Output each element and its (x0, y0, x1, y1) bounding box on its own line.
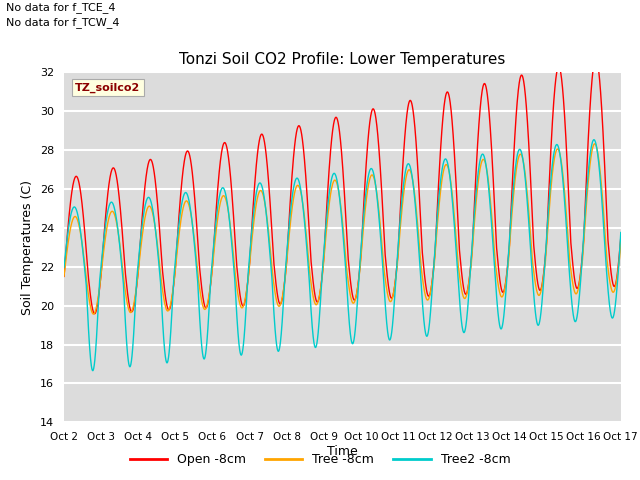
Tree2 -8cm (157, 284, 164, 289)
X-axis label: Time: Time (327, 445, 358, 458)
Text: TZ_soilco2: TZ_soilco2 (75, 83, 140, 93)
Tree2 -8cm (298, 194, 306, 200)
Tree -8cm (546, 195, 554, 201)
Tree -8cm (157, 273, 164, 279)
Tree2 -8cm (606, 308, 614, 313)
Text: No data for f_TCE_4: No data for f_TCE_4 (6, 2, 116, 13)
Tree -8cm (617, 237, 625, 243)
Text: No data for f_TCW_4: No data for f_TCW_4 (6, 17, 120, 28)
Tree2 -8cm (89, 368, 97, 373)
Open -8cm (157, 243, 164, 249)
Tree -8cm (606, 281, 614, 287)
Tree -8cm (591, 141, 598, 147)
Tree2 -8cm (617, 229, 625, 235)
Open -8cm (606, 262, 614, 268)
Tree -8cm (90, 311, 97, 317)
Tree -8cm (274, 301, 282, 307)
Tree2 -8cm (590, 137, 598, 143)
Tree -8cm (124, 302, 132, 308)
Open -8cm (298, 132, 306, 138)
Legend: Open -8cm, Tree -8cm, Tree2 -8cm: Open -8cm, Tree -8cm, Tree2 -8cm (125, 448, 515, 471)
Open -8cm (546, 163, 554, 169)
Title: Tonzi Soil CO2 Profile: Lower Temperatures: Tonzi Soil CO2 Profile: Lower Temperatur… (179, 52, 506, 67)
Tree2 -8cm (60, 264, 68, 270)
Line: Tree2 -8cm: Tree2 -8cm (64, 140, 621, 371)
Line: Open -8cm: Open -8cm (64, 58, 621, 314)
Tree -8cm (298, 194, 306, 200)
Y-axis label: Soil Temperatures (C): Soil Temperatures (C) (22, 180, 35, 315)
Tree2 -8cm (124, 352, 132, 358)
Tree -8cm (60, 274, 68, 279)
Open -8cm (91, 311, 99, 317)
Open -8cm (60, 274, 68, 279)
Open -8cm (617, 235, 625, 240)
Open -8cm (124, 291, 132, 297)
Tree2 -8cm (274, 348, 282, 353)
Open -8cm (592, 55, 600, 61)
Tree2 -8cm (546, 186, 554, 192)
Line: Tree -8cm: Tree -8cm (64, 144, 621, 314)
Open -8cm (274, 294, 282, 300)
